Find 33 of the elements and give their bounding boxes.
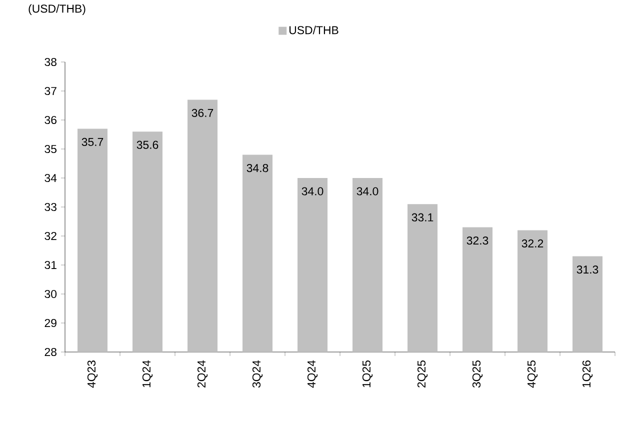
- y-tick-label: 28: [44, 348, 56, 356]
- data-label: 31.3: [576, 266, 598, 274]
- data-label: 32.3: [466, 236, 488, 245]
- x-tick-label: 4Q24: [307, 360, 318, 388]
- data-label: 32.2: [522, 239, 544, 248]
- y-tick-label: 34: [44, 174, 57, 182]
- y-tick-label: 29: [44, 318, 56, 328]
- x-tick-label: 1Q25: [362, 360, 373, 388]
- y-tick-label: 30: [44, 290, 57, 298]
- x-tick-label: 1Q24: [142, 360, 153, 388]
- data-label: 33.1: [412, 213, 434, 222]
- x-tick-label: 2Q24: [197, 360, 208, 388]
- data-label: 34.0: [302, 187, 324, 196]
- y-axis-title: (USD/THB): [28, 4, 86, 15]
- y-tick-label: 36: [44, 116, 56, 124]
- x-tick-label: 4Q23: [87, 360, 98, 388]
- x-tick-label: 2Q25: [417, 360, 428, 388]
- x-tick-label: 3Q24: [252, 360, 263, 388]
- y-tick-label: 37: [44, 86, 56, 96]
- x-tick-label: 3Q25: [472, 360, 483, 388]
- data-label: 35.7: [82, 138, 104, 146]
- y-tick-label: 33: [44, 202, 56, 212]
- y-tick-label: 31: [44, 260, 56, 270]
- y-tick-label: 35: [44, 144, 57, 154]
- data-label: 36.7: [192, 108, 214, 118]
- data-label: 34.8: [246, 164, 268, 172]
- y-tick-label: 32: [44, 232, 56, 240]
- data-label: 35.6: [136, 140, 158, 149]
- y-tick-label: 38: [44, 58, 56, 66]
- data-label: 34.0: [356, 187, 378, 196]
- legend-label: USD/THB: [290, 26, 338, 34]
- x-tick-label: 1Q26: [582, 360, 593, 388]
- x-tick-label: 4Q25: [527, 360, 538, 388]
